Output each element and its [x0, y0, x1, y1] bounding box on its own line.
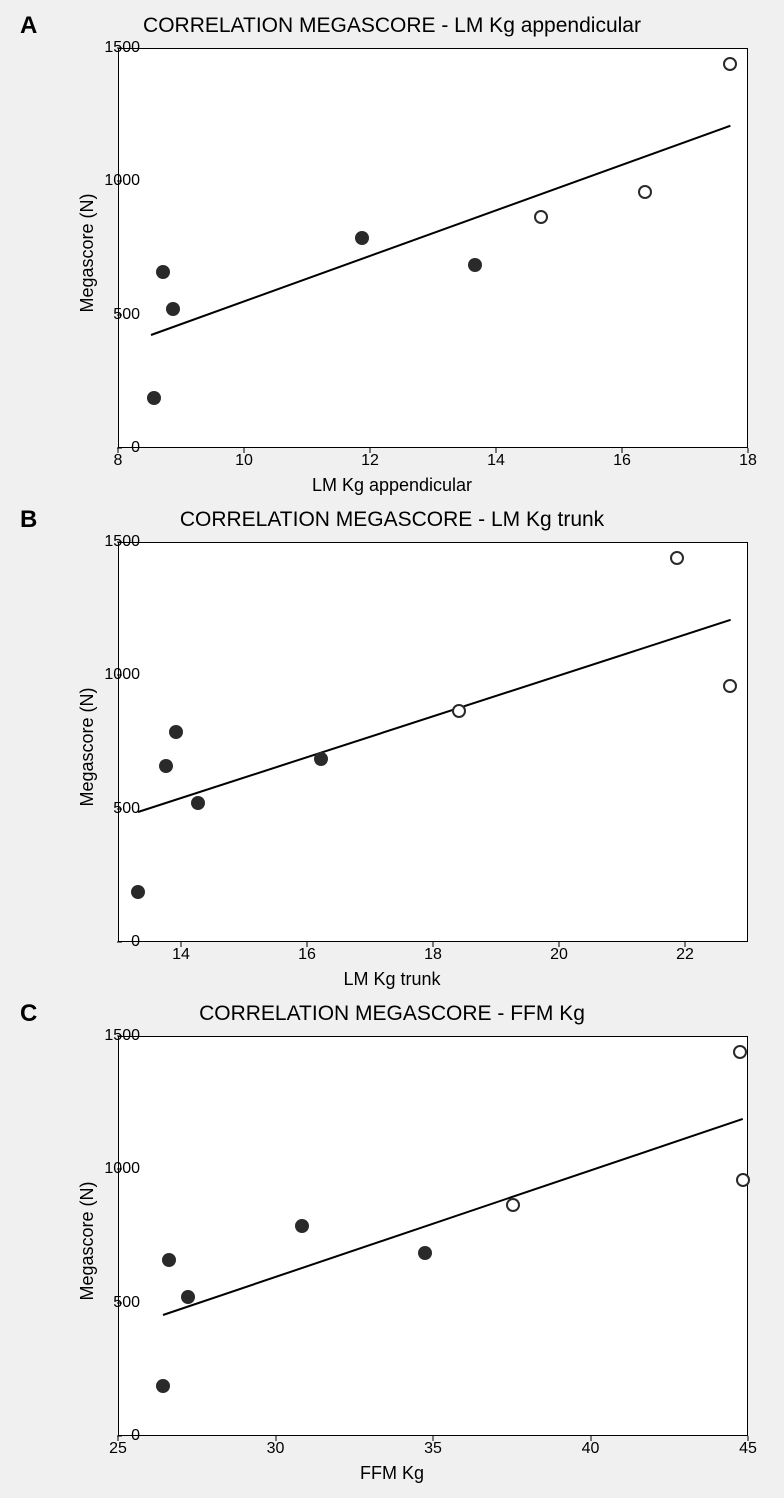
y-tick-mark — [117, 48, 122, 49]
data-point — [670, 551, 684, 565]
data-point — [191, 796, 205, 810]
x-axis-label: LM Kg appendicular — [312, 475, 472, 496]
data-point — [723, 679, 737, 693]
y-tick-mark — [117, 542, 122, 543]
data-point — [452, 704, 466, 718]
x-tick-label: 25 — [109, 1440, 127, 1458]
x-axis-label: LM Kg trunk — [343, 969, 440, 990]
data-point — [418, 1246, 432, 1260]
panel-label: B — [20, 506, 37, 534]
x-tick-label: 45 — [739, 1440, 757, 1458]
y-tick-mark — [117, 1302, 122, 1303]
x-tick-mark — [559, 942, 560, 947]
data-point — [314, 752, 328, 766]
x-tick-label: 18 — [424, 946, 442, 964]
plot-area — [118, 1036, 748, 1436]
x-tick-mark — [622, 448, 623, 453]
x-tick-label: 22 — [676, 946, 694, 964]
x-tick-mark — [433, 942, 434, 947]
y-tick-label: 1500 — [104, 39, 140, 57]
x-tick-label: 14 — [172, 946, 190, 964]
data-point — [355, 231, 369, 245]
panel-title: CORRELATION MEGASCORE - FFM Kg — [199, 1002, 585, 1026]
x-tick-label: 8 — [114, 452, 123, 470]
y-tick-label: 0 — [131, 1427, 140, 1445]
y-tick-mark — [117, 808, 122, 809]
x-tick-label: 14 — [487, 452, 505, 470]
panel-title: CORRELATION MEGASCORE - LM Kg appendicul… — [143, 14, 641, 38]
y-tick-label: 0 — [131, 933, 140, 951]
panel-label: C — [20, 1000, 37, 1028]
x-tick-mark — [433, 1436, 434, 1441]
y-tick-mark — [117, 1169, 122, 1170]
y-tick-label: 1000 — [104, 172, 140, 190]
data-point — [468, 258, 482, 272]
y-tick-label: 1000 — [104, 1160, 140, 1178]
regression-line — [150, 125, 730, 336]
x-tick-label: 20 — [550, 946, 568, 964]
x-tick-mark — [748, 448, 749, 453]
data-point — [169, 725, 183, 739]
y-tick-mark — [117, 181, 122, 182]
data-point — [159, 759, 173, 773]
plot-area — [118, 542, 748, 942]
x-tick-label: 12 — [361, 452, 379, 470]
x-tick-mark — [181, 942, 182, 947]
y-tick-mark — [117, 1036, 122, 1037]
data-point — [534, 210, 548, 224]
data-point — [506, 1198, 520, 1212]
y-axis-label: Megascore (N) — [77, 1181, 98, 1300]
panel-a: A CORRELATION MEGASCORE - LM Kg appendicu… — [8, 8, 776, 498]
data-point — [295, 1219, 309, 1233]
x-tick-label: 16 — [298, 946, 316, 964]
x-tick-label: 35 — [424, 1440, 442, 1458]
y-axis-label: Megascore (N) — [77, 687, 98, 806]
y-tick-label: 1000 — [104, 666, 140, 684]
data-point — [162, 1253, 176, 1267]
data-point — [131, 885, 145, 899]
x-axis-label: FFM Kg — [360, 1463, 424, 1484]
x-tick-mark — [275, 1436, 276, 1441]
panel-label: A — [20, 12, 37, 40]
data-point — [733, 1045, 747, 1059]
x-tick-mark — [118, 1436, 119, 1441]
data-point — [638, 185, 652, 199]
regression-line — [138, 619, 731, 813]
x-tick-mark — [496, 448, 497, 453]
x-tick-mark — [685, 942, 686, 947]
panel-b: B CORRELATION MEGASCORE - LM Kg trunk Mega… — [8, 502, 776, 992]
panel-title: CORRELATION MEGASCORE - LM Kg trunk — [180, 508, 604, 532]
x-tick-label: 18 — [739, 452, 757, 470]
data-point — [147, 391, 161, 405]
x-tick-mark — [244, 448, 245, 453]
y-tick-label: 1500 — [104, 1027, 140, 1045]
data-point — [723, 57, 737, 71]
data-point — [156, 265, 170, 279]
x-tick-label: 10 — [235, 452, 253, 470]
x-tick-label: 16 — [613, 452, 631, 470]
y-tick-mark — [117, 942, 122, 943]
y-tick-mark — [117, 314, 122, 315]
data-point — [181, 1290, 195, 1304]
x-tick-mark — [590, 1436, 591, 1441]
plot-area — [118, 48, 748, 448]
data-point — [736, 1173, 750, 1187]
y-tick-mark — [117, 675, 122, 676]
x-tick-label: 30 — [267, 1440, 285, 1458]
y-tick-label: 1500 — [104, 533, 140, 551]
y-tick-label: 0 — [131, 439, 140, 457]
x-tick-mark — [118, 448, 119, 453]
regression-line — [163, 1118, 743, 1316]
x-tick-mark — [370, 448, 371, 453]
y-axis-label: Megascore (N) — [77, 193, 98, 312]
x-tick-mark — [748, 1436, 749, 1441]
data-point — [166, 302, 180, 316]
figure-container: A CORRELATION MEGASCORE - LM Kg appendicu… — [0, 0, 784, 1498]
data-point — [156, 1379, 170, 1393]
x-tick-label: 40 — [582, 1440, 600, 1458]
x-tick-mark — [307, 942, 308, 947]
panel-c: C CORRELATION MEGASCORE - FFM Kg Megascore… — [8, 996, 776, 1486]
